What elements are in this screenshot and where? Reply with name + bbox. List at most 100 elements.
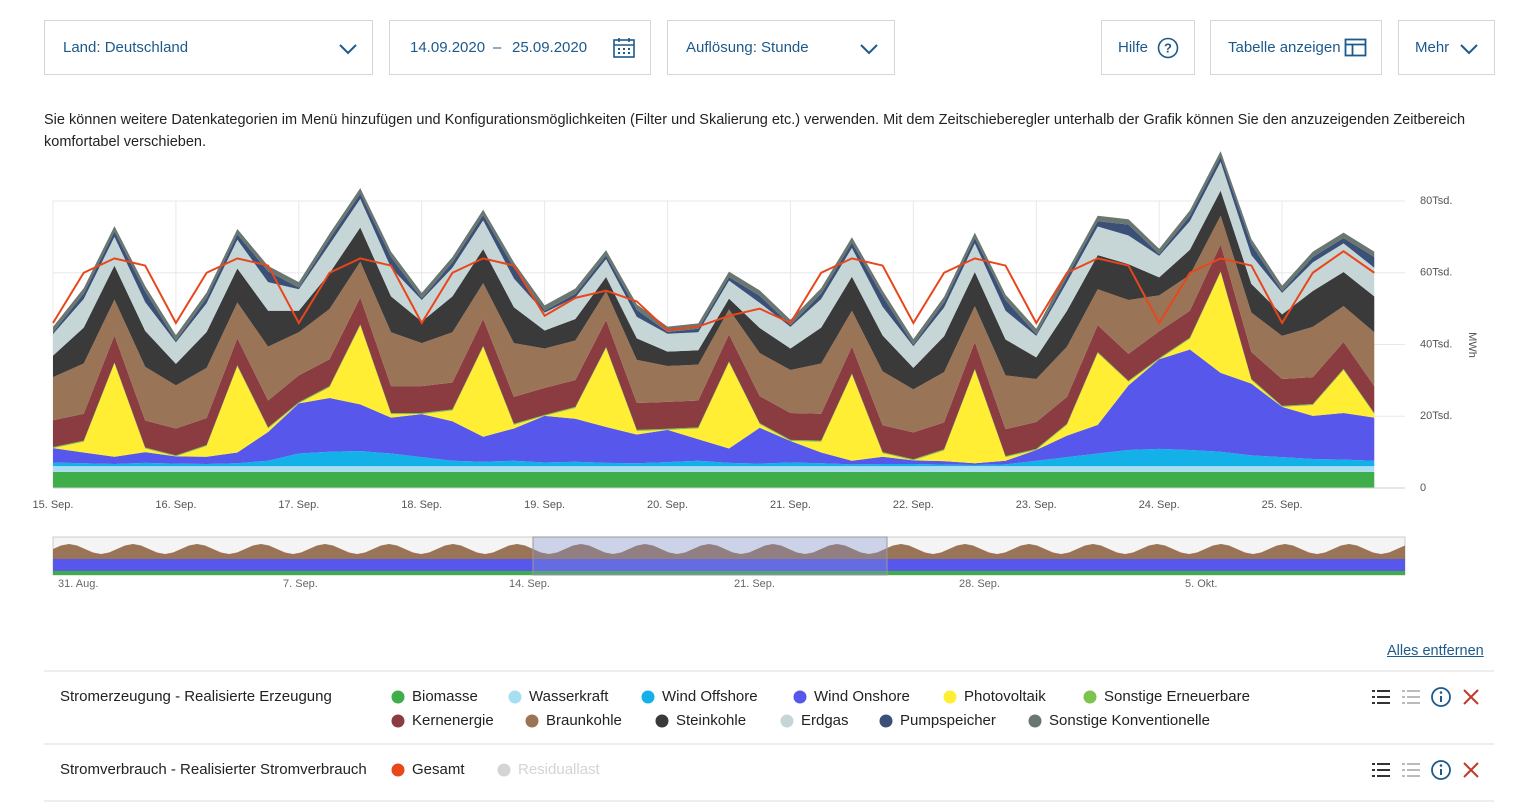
navigator-tick-label: 28. Sep. [959,578,1000,590]
date-separator: – [493,39,502,56]
group-title: Stromerzeugung - Realisierte Erzeugung [60,688,332,705]
line [52,250,1375,332]
list-icon[interactable] [1372,696,1375,698]
list-icon[interactable] [1407,696,1420,698]
legend-label[interactable]: Sonstige Konventionelle [1049,712,1210,729]
legend-label[interactable]: Braunkohle [546,712,622,729]
legend-marker [391,714,405,728]
remove-all-link[interactable]: Alles entfernen [1387,643,1484,659]
legend-label[interactable]: Photovoltaik [964,688,1046,705]
y-axis-label: MWh [1466,332,1478,358]
y-tick-label: 80Tsd. [1420,195,1452,207]
area [53,466,1375,472]
legend-label[interactable]: Erdgas [801,712,849,729]
y-tick-label: 40Tsd. [1420,338,1452,350]
list-icon[interactable] [1402,763,1405,765]
legend-marker [879,714,893,728]
area [53,161,1375,368]
list-icon[interactable] [1402,696,1405,698]
list-icon[interactable] [1377,690,1390,692]
x-tick-label: 22. Sep. [893,499,934,511]
legend-marker [1028,714,1042,728]
list-icon[interactable] [1407,775,1420,777]
list-icon[interactable] [1377,769,1390,771]
list-icon[interactable] [1402,702,1405,704]
list-icon[interactable] [1377,775,1390,777]
legend-marker [780,714,794,728]
info-icon[interactable] [1431,760,1451,780]
chevron-icon [1460,44,1478,55]
description: Sie können weitere Datenkategorien im Me… [44,112,1466,150]
legend-marker [497,763,511,777]
legend-marker [793,690,807,704]
legend-label[interactable]: Wind Offshore [662,688,758,705]
table-button[interactable]: Tabelle anzeigen [1210,20,1382,75]
y-tick-label: 0 [1420,482,1426,494]
legend-label[interactable]: Kernenergie [412,712,494,729]
help-button[interactable]: Hilfe ? [1101,20,1195,75]
country-label: Land: Deutschland [63,39,189,56]
date-from: 14.09.2020 [410,39,486,56]
legend-marker [641,690,655,704]
legend-label[interactable]: Biomasse [412,688,478,705]
list-icon[interactable] [1402,775,1405,777]
legend-label[interactable]: Steinkohle [676,712,746,729]
x-tick-label: 23. Sep. [1016,499,1057,511]
legend-marker [391,690,405,704]
chevron-icon [339,44,357,55]
remove-icon[interactable] [1463,762,1479,778]
area [53,215,1375,433]
help-icon: ? [1157,37,1179,59]
area [53,244,1375,460]
help-label: Hilfe [1118,39,1149,56]
info-icon[interactable] [1439,764,1443,767]
list-icon[interactable] [1372,763,1375,765]
list-icon[interactable] [1372,690,1375,692]
legend-label[interactable]: Gesamt [412,761,465,778]
navigator-selection[interactable] [532,536,888,576]
area [53,448,1375,467]
legend-marker [943,690,957,704]
list-icon[interactable] [1407,690,1420,692]
list-icon[interactable] [1377,696,1390,698]
resolution-select[interactable]: Auflösung: Stunde [667,20,895,75]
legend-label[interactable]: Sonstige Erneuerbare [1104,688,1250,705]
list-icon[interactable] [1372,775,1375,777]
area [53,272,1375,464]
list-icon[interactable] [1407,763,1420,765]
legend-label[interactable]: Pumpspeicher [900,712,996,729]
more-menu[interactable]: Mehr [1398,20,1495,75]
list-icon[interactable] [1377,763,1390,765]
list-icon[interactable] [1402,690,1405,692]
list-icon[interactable] [1372,769,1375,771]
legend-label[interactable]: Residuallast [518,761,601,778]
more-label: Mehr [1415,39,1450,56]
svg-text:?: ? [1164,40,1172,55]
navigator-band [53,559,1405,571]
table-icon [1344,38,1367,57]
list-icon[interactable] [1372,702,1375,704]
legend-label[interactable]: Wasserkraft [529,688,609,705]
date-range[interactable]: 14.09.2020 – 25.09.2020 [389,20,651,75]
legend-marker [391,763,405,777]
area [53,151,1375,345]
x-tick-label: 19. Sep. [524,499,565,511]
info-icon[interactable] [1439,691,1443,694]
navigator-tick-label: 21. Sep. [734,578,775,590]
group-title: Stromverbrauch - Realisierter Stromverbr… [60,761,367,778]
list-icon[interactable] [1407,702,1420,704]
list-icon[interactable] [1402,769,1405,771]
legend-label[interactable]: Wind Onshore [814,688,910,705]
chevron-icon [860,44,878,55]
area [53,349,1375,466]
legend-marker [1083,690,1097,704]
navigator-tick-label: 14. Sep. [509,578,550,590]
country-select[interactable]: Land: Deutschland [44,20,373,75]
navigator-band [53,571,1405,575]
list-icon[interactable] [1407,769,1420,771]
remove-icon[interactable] [1463,689,1479,705]
list-icon[interactable] [1377,702,1390,704]
x-tick-label: 21. Sep. [770,499,811,511]
info-icon[interactable] [1431,687,1451,707]
